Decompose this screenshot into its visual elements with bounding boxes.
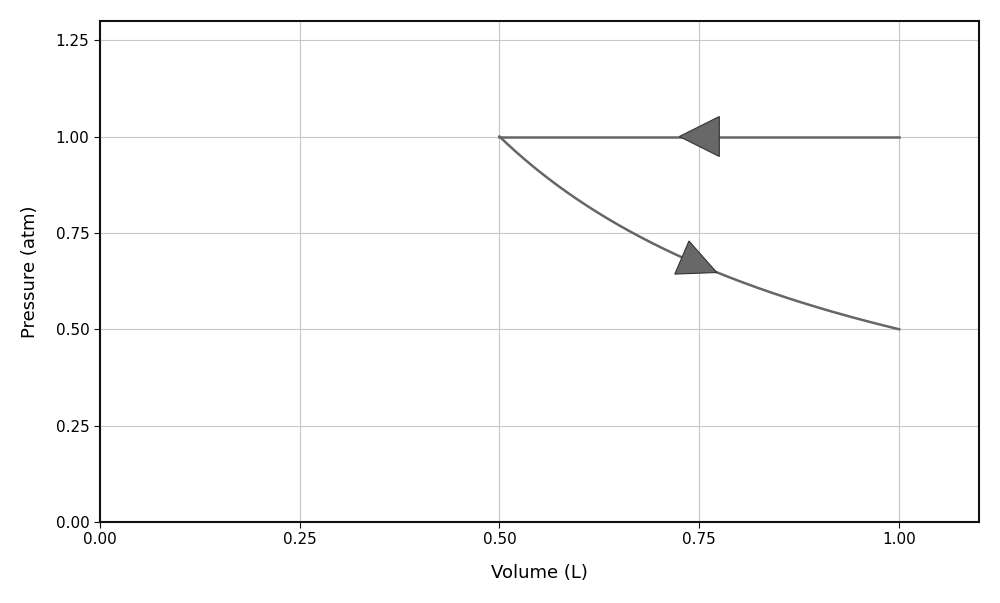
Y-axis label: Pressure (atm): Pressure (atm) [21, 205, 39, 338]
Polygon shape [675, 241, 717, 274]
Polygon shape [679, 116, 719, 157]
X-axis label: Volume (L): Volume (L) [491, 564, 588, 582]
